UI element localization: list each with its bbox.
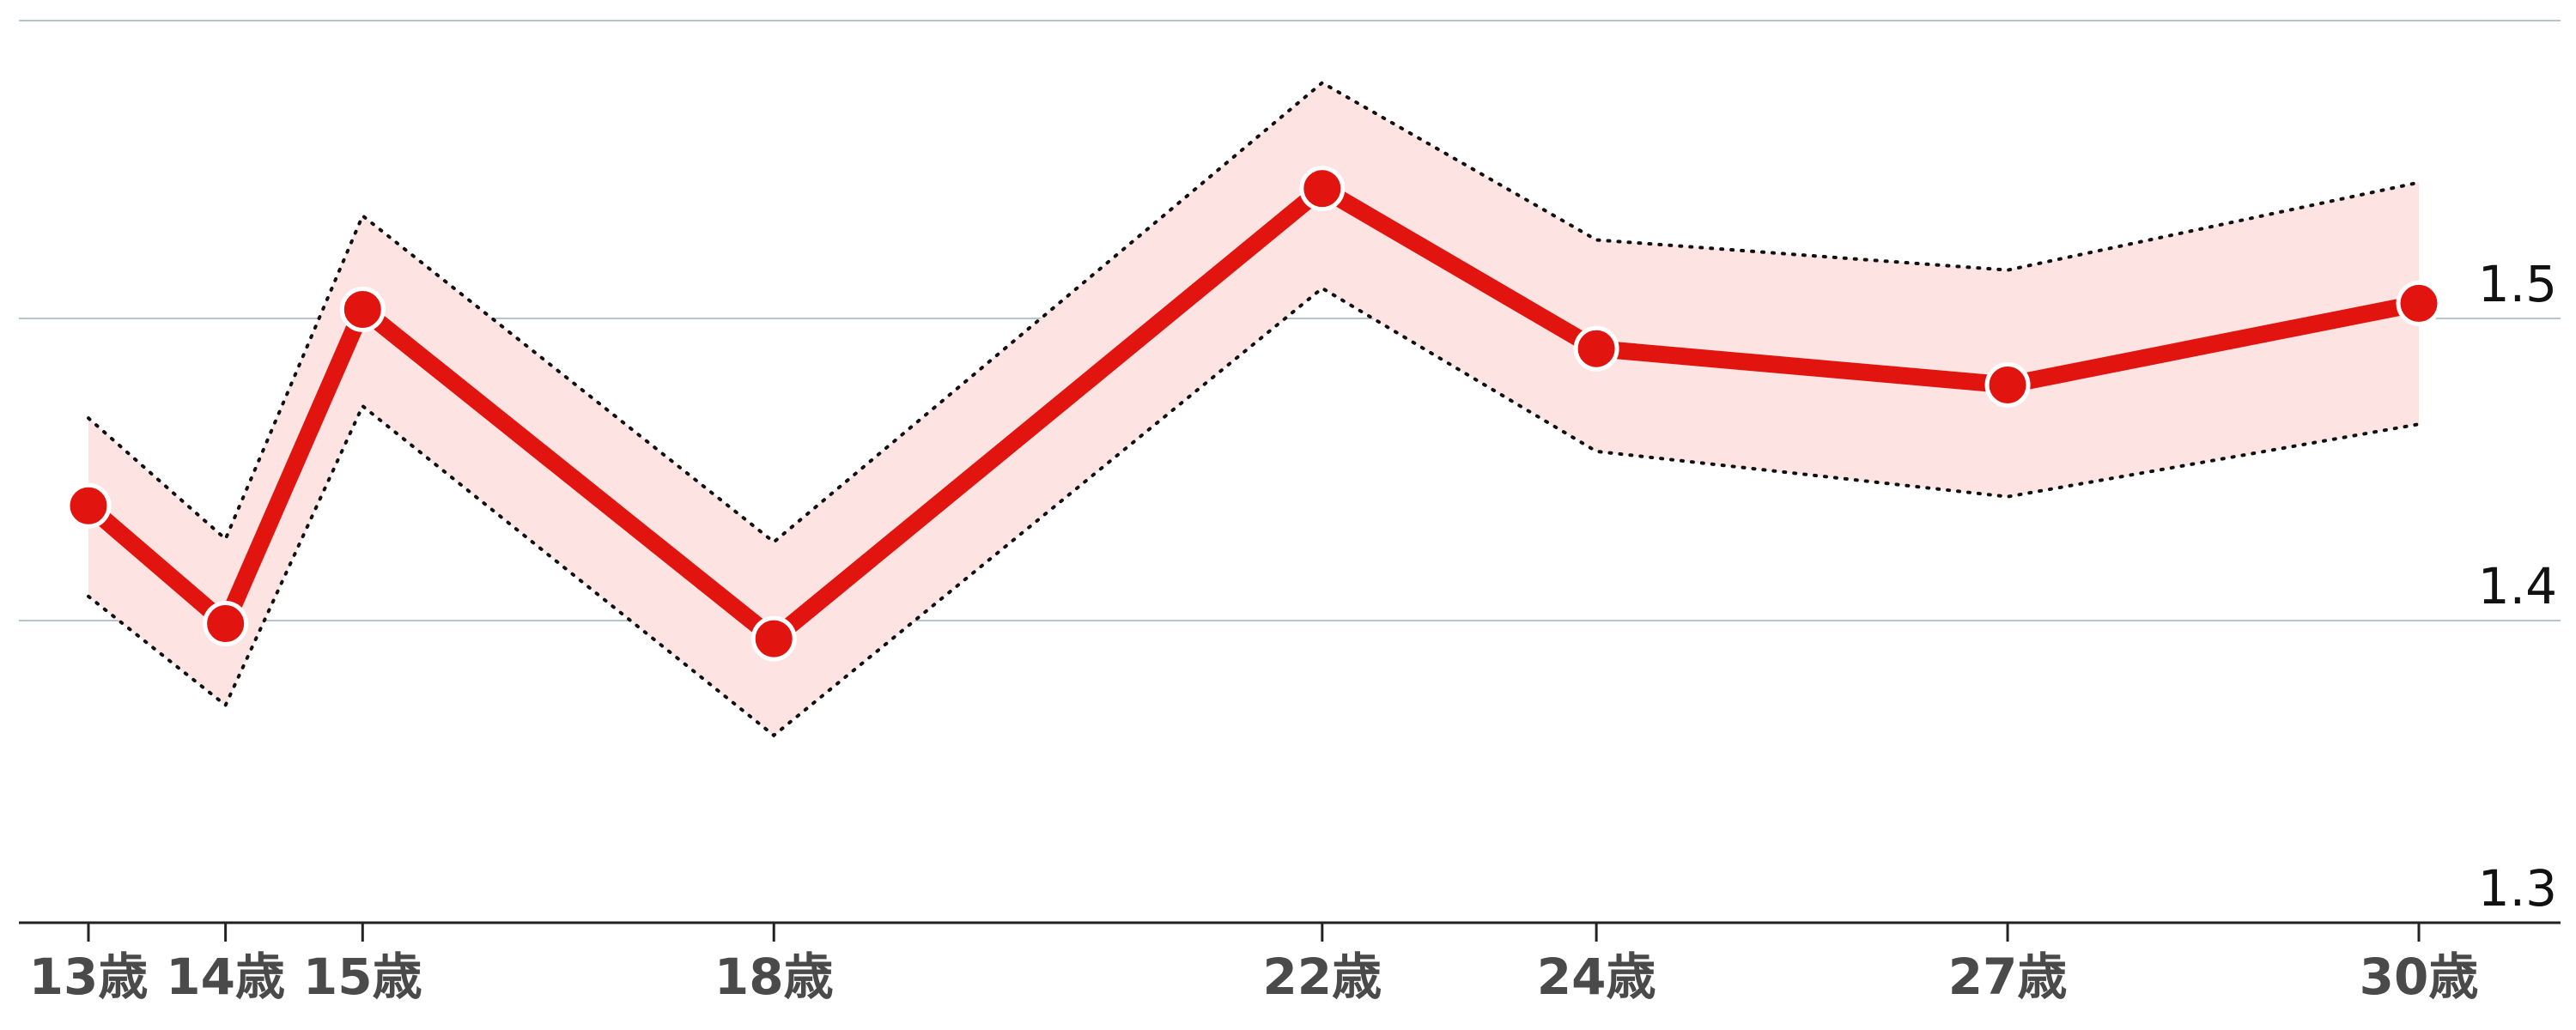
x-axis xyxy=(19,921,2561,942)
x-tick-labels: 13歳 14歳 15歳 18歳 22歳 24歳 27歳 30歳 xyxy=(29,948,2479,1006)
data-point-27歳 xyxy=(1984,361,2031,408)
data-point-18歳 xyxy=(750,615,797,662)
confidence-band-area xyxy=(88,82,2419,736)
confidence-band xyxy=(88,82,2419,736)
x-tick-label-30歳: 30歳 xyxy=(2360,948,2479,1006)
data-point-14歳 xyxy=(203,601,249,647)
x-tick-label-27歳: 27歳 xyxy=(1948,948,2068,1006)
x-tick-label-18歳: 18歳 xyxy=(714,948,834,1006)
data-point-30歳 xyxy=(2396,280,2442,326)
series-line xyxy=(80,179,2427,648)
upper-bound-line xyxy=(87,81,2421,545)
series-line-layer xyxy=(80,179,2427,648)
y-tick-label-1.4: 1.4 xyxy=(2478,557,2557,615)
data-points xyxy=(65,166,2442,662)
data-point-13歳 xyxy=(65,482,112,529)
data-point-22歳 xyxy=(1299,166,1346,212)
y-tick-label-1.3: 1.3 xyxy=(2478,859,2557,918)
interval-bounds xyxy=(87,81,2421,738)
lower-bound-line xyxy=(87,286,2421,738)
y-tick-labels: 1.3 1.4 1.5 xyxy=(2478,255,2557,918)
data-point-15歳 xyxy=(339,286,386,332)
y-tick-label-1.5: 1.5 xyxy=(2478,255,2557,313)
x-tick-label-15歳: 15歳 xyxy=(303,948,422,1006)
x-tick-label-24歳: 24歳 xyxy=(1537,948,1656,1006)
x-tick-label-13歳: 13歳 xyxy=(29,948,149,1006)
data-point-24歳 xyxy=(1573,325,1619,372)
x-tick-label-14歳: 14歳 xyxy=(166,948,285,1006)
x-tick-label-22歳: 22歳 xyxy=(1262,948,1382,1006)
